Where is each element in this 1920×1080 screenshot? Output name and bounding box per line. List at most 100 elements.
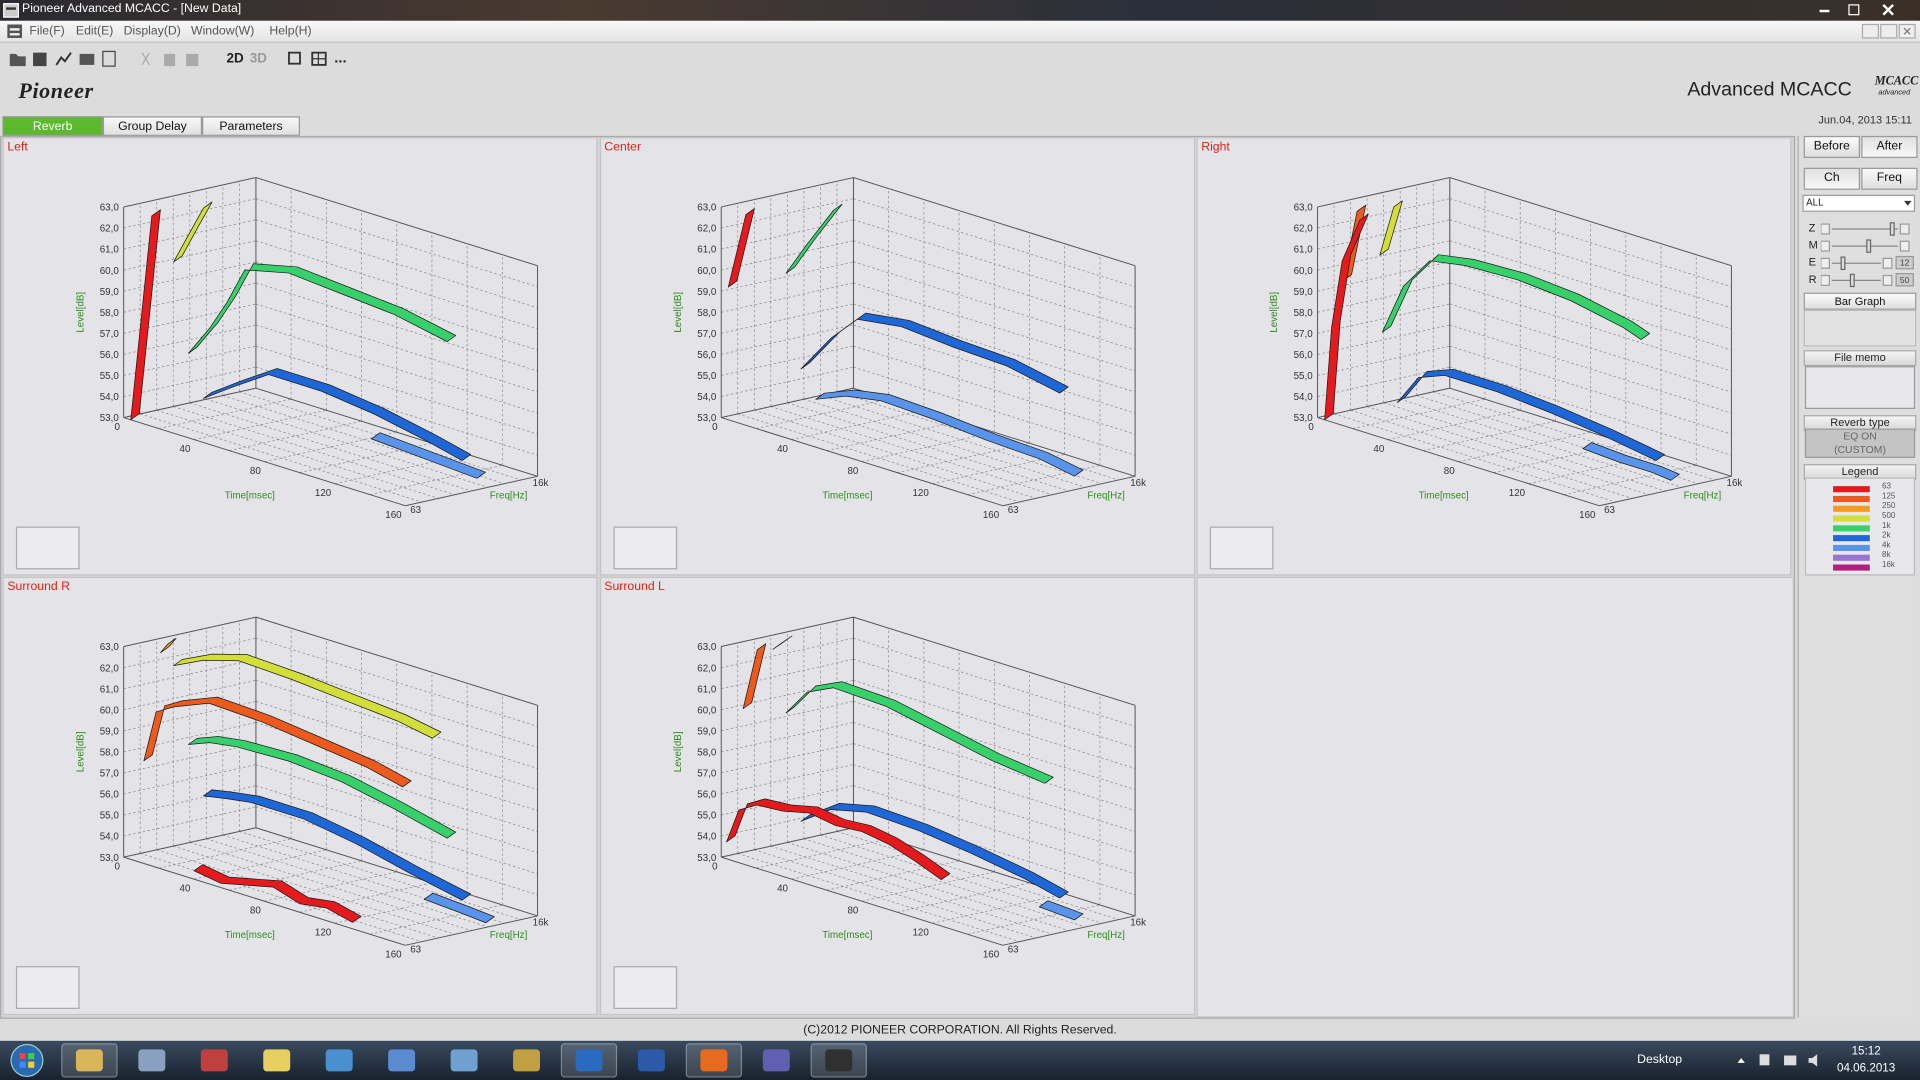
cut-icon[interactable]: [141, 52, 150, 66]
start-button[interactable]: [7, 1043, 46, 1077]
level-tick-label: 58,0: [100, 748, 120, 759]
grid-line: [1317, 345, 1450, 376]
bar-graph-button[interactable]: Bar Graph: [1803, 292, 1917, 310]
panel-title: Surround R: [7, 580, 70, 594]
legend-swatch: [1833, 544, 1870, 552]
legend-header: Legend: [1803, 464, 1917, 480]
grid-line: [123, 764, 256, 795]
level-tick-label: 54,0: [697, 832, 717, 843]
grid-line: [720, 261, 853, 292]
slider-left-arrow: [1820, 257, 1830, 269]
grid-line: [786, 402, 1069, 492]
grid-line: [931, 893, 1065, 924]
dropdown-arrow[interactable]: [1902, 196, 1914, 211]
waterfall-chart: 53,0 54,0 55,0 56,0 57,0 58,0 59,0 60,0 61,0 62,0…: [1269, 177, 1742, 521]
view-3d-button[interactable]: 3D: [249, 51, 268, 67]
desktop-toolbar[interactable]: Desktop: [1637, 1053, 1683, 1067]
close-button[interactable]: [1882, 4, 1894, 16]
print-icon[interactable]: [79, 53, 95, 65]
tab[interactable]: Parameters: [202, 116, 300, 136]
view-2d-button[interactable]: 2D: [226, 51, 244, 67]
axis-line: [1317, 417, 1600, 507]
grid-line: [896, 882, 1029, 913]
slider[interactable]: [1820, 256, 1919, 271]
copy-icon[interactable]: [164, 53, 176, 67]
grid-line: [826, 420, 959, 451]
time-tick-label: 0: [711, 861, 717, 872]
more-button[interactable]: ...: [334, 48, 347, 67]
grid-line: [861, 431, 994, 462]
grid-line: [1449, 324, 1732, 414]
clock-date[interactable]: 04.06.2013: [1837, 1061, 1896, 1076]
compare-button[interactable]: Before: [1803, 135, 1860, 158]
preview-icon[interactable]: [102, 50, 116, 67]
menu-item[interactable]: Edit(E): [75, 24, 114, 38]
menu-item[interactable]: Display(D): [123, 24, 181, 38]
mode-button[interactable]: Ch: [1803, 167, 1860, 190]
level-tick-label: 62,0: [100, 663, 120, 674]
window-icons[interactable]: [287, 49, 336, 69]
slider[interactable]: [1820, 239, 1919, 254]
reverb-ribbon: [371, 432, 486, 479]
menu-item[interactable]: Window(W): [191, 24, 255, 38]
menu-item[interactable]: File(F): [29, 24, 65, 38]
reverb-ribbon: [188, 263, 457, 354]
freq-tick-label: 16k: [1130, 918, 1146, 929]
grid-line: [1317, 282, 1450, 313]
channel-select[interactable]: ALL: [1802, 194, 1916, 212]
tab[interactable]: Reverb: [2, 116, 103, 136]
reverb-ribbon: [742, 643, 766, 709]
slider[interactable]: [1820, 273, 1919, 288]
panel-thumb[interactable]: [15, 966, 80, 1009]
slider-left-arrow: [1820, 223, 1830, 235]
panel-thumb[interactable]: [1209, 526, 1274, 570]
maximize-button[interactable]: [1848, 4, 1860, 16]
grid-line: [1317, 198, 1450, 229]
level-tick-label: 62,0: [697, 663, 717, 674]
level-tick-label: 57,0: [100, 329, 120, 340]
axis-line: [1449, 387, 1732, 477]
open-icon[interactable]: [9, 53, 26, 67]
reverb-type-box: EQ ON (CUSTOM): [1804, 428, 1916, 458]
legend-label: 4k: [1882, 541, 1891, 550]
level-tick-label: 53,0: [100, 413, 120, 424]
graph-icon[interactable]: [55, 52, 72, 66]
freq-tick-label: 63: [1007, 945, 1018, 956]
mdi-controls[interactable]: [1861, 23, 1917, 39]
grid-line: [1350, 409, 1633, 499]
mode-button[interactable]: Freq: [1861, 167, 1918, 190]
compare-button[interactable]: After: [1861, 135, 1918, 158]
grid-line: [720, 743, 853, 774]
panel-thumb[interactable]: [15, 526, 80, 570]
file-memo-box[interactable]: [1804, 366, 1916, 409]
minimize-button[interactable]: [1819, 9, 1830, 13]
reverb-ribbon: [173, 201, 213, 263]
window-controls[interactable]: [1812, 1, 1920, 19]
level-tick-label: 63,0: [100, 642, 120, 653]
panel-thumb[interactable]: [612, 526, 677, 570]
slider[interactable]: [1820, 222, 1919, 237]
time-axis-label: Time[msec]: [822, 930, 872, 941]
time-axis-label: Time[msec]: [225, 490, 275, 501]
grid-line: [720, 806, 853, 837]
reverb-ribbon: [1396, 368, 1665, 461]
tab[interactable]: Group Delay: [102, 116, 203, 136]
reverb-ribbon: [725, 798, 950, 881]
grid-line: [720, 366, 853, 397]
grid-line: [720, 722, 853, 753]
level-tick-label: 55,0: [1294, 371, 1314, 382]
level-axis-label: Level[dB]: [1269, 292, 1280, 333]
axis-line: [405, 475, 538, 507]
time-tick-label: 160: [1579, 510, 1596, 521]
grid-line: [786, 842, 1069, 931]
tray-icons[interactable]: [1733, 1051, 1825, 1071]
slider-left-arrow: [1820, 240, 1830, 252]
toolbar-icons[interactable]: [7, 49, 227, 69]
menu-item[interactable]: Help(H): [269, 24, 312, 38]
grid-line: [720, 637, 853, 668]
save-icon[interactable]: [33, 52, 47, 67]
clock-time[interactable]: 15:12: [1851, 1044, 1881, 1058]
panel-thumb[interactable]: [612, 966, 677, 1009]
brand-logo: Pioneer: [18, 78, 94, 103]
paste-icon[interactable]: [186, 53, 199, 67]
